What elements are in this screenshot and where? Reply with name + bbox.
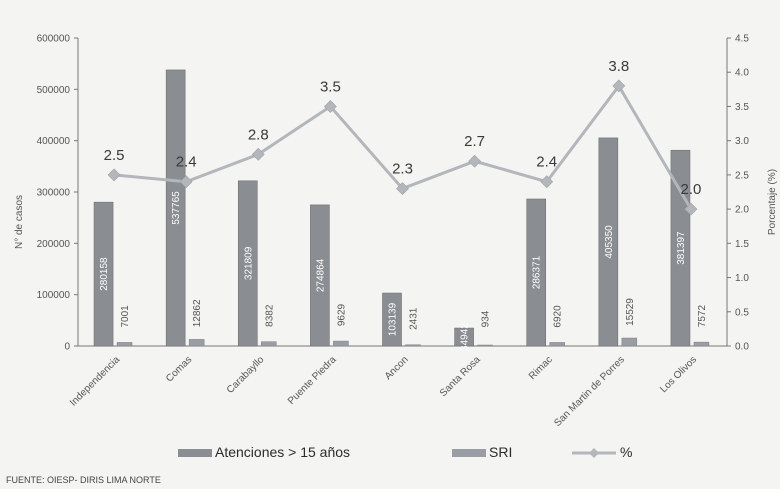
y2-tick-label: 2.5 xyxy=(735,170,749,181)
legend-marker-percent xyxy=(589,448,599,458)
bar-atenciones xyxy=(310,204,330,347)
y2-tick-label: 1.5 xyxy=(735,239,749,250)
y2-tick-label: 3.0 xyxy=(735,136,749,147)
line-percent-label: 3.8 xyxy=(608,58,629,75)
line-percent-marker xyxy=(251,147,265,161)
bar-sri xyxy=(405,344,421,347)
x-category-label: Santa Rosa xyxy=(438,354,483,399)
bar-atenciones xyxy=(165,69,186,347)
line-percent-label: 3.5 xyxy=(320,78,341,95)
bar-sri-label: 6920 xyxy=(553,305,564,328)
bar-atenciones-label: 405350 xyxy=(604,225,615,259)
x-category-label: Ancon xyxy=(383,354,411,382)
line-percent-label: 2.4 xyxy=(536,154,557,171)
bar-sri-label: 2431 xyxy=(409,307,420,330)
line-percent-label: 2.4 xyxy=(176,154,197,171)
y-tick-label: 0 xyxy=(64,342,70,353)
bar-atenciones-label: 34942 xyxy=(460,323,471,351)
bar-sri xyxy=(549,342,565,347)
line-percent-marker xyxy=(468,154,482,168)
legend-swatch-sri xyxy=(452,449,486,457)
bar-sri-label: 8382 xyxy=(264,304,275,327)
bar-sri xyxy=(693,341,710,347)
bar-atenciones-label: 286371 xyxy=(532,255,543,289)
bar-sri xyxy=(477,344,493,347)
bar-sri xyxy=(116,342,133,347)
bar-atenciones xyxy=(526,198,547,347)
x-category-label: Puente Piedra xyxy=(286,354,339,407)
bar-sri xyxy=(261,341,277,347)
legend-label-atenciones: Atenciones > 15 años xyxy=(215,444,350,460)
y-tick-label: 200000 xyxy=(37,239,71,250)
bar-sri-label: 7001 xyxy=(120,305,131,328)
y-axis-title: N° de casos xyxy=(14,195,25,249)
x-category-label: Independencia xyxy=(68,354,122,408)
y2-tick-label: 0.0 xyxy=(735,342,749,353)
bar-atenciones xyxy=(598,137,619,347)
bar-sri xyxy=(333,340,349,347)
bar-atenciones xyxy=(454,327,474,347)
bar-atenciones xyxy=(93,201,114,347)
y2-axis-title: Porcentaje (%) xyxy=(767,169,778,235)
line-percent-label: 2.0 xyxy=(681,181,702,198)
y2-tick-label: 3.5 xyxy=(735,102,749,113)
bar-sri-label: 15529 xyxy=(625,298,636,326)
x-category-label: San Martin de Porres xyxy=(552,354,627,429)
line-percent-marker xyxy=(396,182,409,196)
line-percent-label: 2.3 xyxy=(392,161,413,178)
bar-atenciones xyxy=(382,292,402,347)
y2-tick-label: 0.5 xyxy=(735,307,749,318)
bar-atenciones-label: 381397 xyxy=(676,231,687,265)
y2-tick-label: 4.5 xyxy=(735,34,749,45)
bar-atenciones-label: 103139 xyxy=(388,302,399,336)
legend-label-percent: % xyxy=(620,444,632,460)
y-tick-label: 100000 xyxy=(37,290,71,301)
line-percent-marker xyxy=(684,202,698,216)
source-note: FUENTE: OIESP- DIRIS LIMA NORTE xyxy=(6,475,161,485)
line-percent-label: 2.7 xyxy=(464,133,485,150)
x-category-label: Comas xyxy=(164,354,194,384)
y-tick-label: 400000 xyxy=(37,136,71,147)
line-percent-label: 2.5 xyxy=(104,147,125,164)
bar-sri-label: 934 xyxy=(481,310,492,327)
y2-tick-label: 1.0 xyxy=(735,273,749,284)
y2-tick-label: 2.0 xyxy=(735,205,749,216)
bar-atenciones-label: 537765 xyxy=(171,191,182,225)
bar-sri-label: 12862 xyxy=(192,299,203,327)
y-tick-label: 600000 xyxy=(37,34,71,45)
bar-sri xyxy=(188,339,205,347)
x-category-label: Carabayllo xyxy=(225,354,267,396)
y2-tick-label: 4.0 xyxy=(735,68,749,79)
line-percent-marker xyxy=(540,175,554,189)
line-percent-marker xyxy=(107,168,121,182)
bar-atenciones-label: 321809 xyxy=(243,246,254,280)
legend-swatch-atenciones xyxy=(178,449,212,457)
x-category-label: Los Olivos xyxy=(658,354,699,395)
y-tick-label: 300000 xyxy=(37,188,71,199)
line-percent-label: 2.8 xyxy=(248,126,269,143)
bar-sri-label: 7572 xyxy=(697,305,708,328)
bar-sri xyxy=(621,337,638,347)
bar-sri-label: 9629 xyxy=(336,303,347,326)
line-percent-marker xyxy=(612,79,626,93)
legend-label-sri: SRI xyxy=(489,444,512,460)
x-category-label: Rimac xyxy=(527,354,555,382)
line-percent-marker xyxy=(179,175,193,189)
bar-atenciones-label: 274864 xyxy=(315,258,326,292)
line-percent-marker xyxy=(323,100,337,113)
y-tick-label: 500000 xyxy=(37,85,71,96)
bar-atenciones-label: 280158 xyxy=(99,257,110,291)
bar-atenciones xyxy=(237,180,258,347)
